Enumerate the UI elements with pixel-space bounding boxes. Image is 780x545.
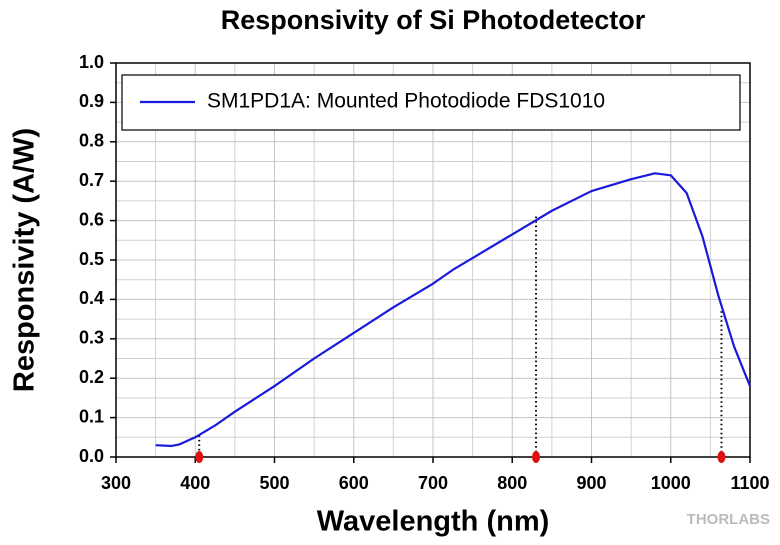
data-line — [155, 172, 752, 448]
y-tick-label: 0.9 — [79, 91, 104, 111]
x-tick-label: 300 — [101, 473, 131, 493]
x-tick-label: 400 — [180, 473, 210, 493]
y-tick-label: 0.6 — [79, 209, 104, 229]
watermark: THORLABS — [687, 511, 770, 528]
y-tick-label: 0.3 — [79, 328, 104, 348]
x-tick-label: 700 — [418, 473, 448, 493]
x-tick-label: 900 — [576, 473, 606, 493]
chart-title: Responsivity of Si Photodetector — [221, 5, 646, 35]
highlight-dot — [195, 451, 204, 463]
x-tick-label: 600 — [339, 473, 369, 493]
y-tick-label: 0.8 — [79, 131, 104, 151]
y-tick-label: 0.2 — [79, 367, 104, 387]
x-tick-label: 800 — [497, 473, 527, 493]
highlight-dot — [717, 451, 726, 463]
x-tick-label: 1100 — [730, 473, 769, 493]
y-axis-label: Responsivity (A/W) — [9, 128, 41, 392]
y-tick-label: 0.0 — [79, 446, 104, 466]
y-tick-label: 0.4 — [79, 288, 104, 308]
legend-label: SM1PD1A: Mounted Photodiode FDS1010 — [207, 90, 605, 113]
x-tick-label: 500 — [259, 473, 289, 493]
legend-box — [121, 74, 741, 131]
plot-frame — [115, 62, 751, 458]
x-axis-label: Wavelength (nm) — [317, 506, 550, 538]
highlight-dot — [532, 451, 541, 463]
y-tick-label: 0.5 — [79, 249, 104, 269]
x-tick-label: 1000 — [651, 473, 691, 493]
y-tick-label: 1.0 — [79, 52, 104, 72]
y-tick-label: 0.1 — [79, 406, 104, 426]
y-tick-label: 0.7 — [79, 170, 104, 190]
